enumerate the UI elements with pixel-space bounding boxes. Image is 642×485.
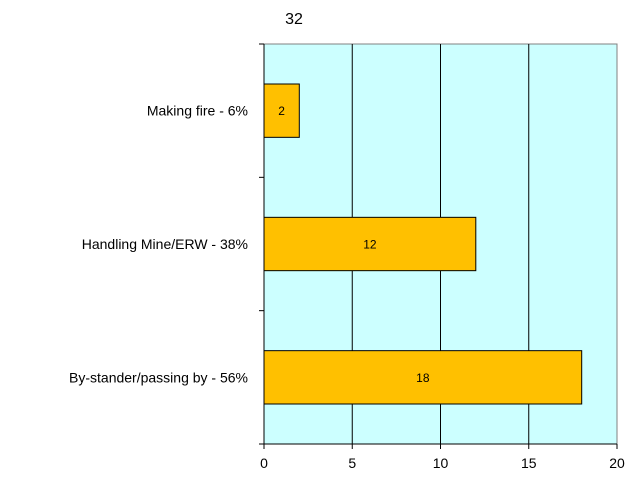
axes: 0 5 10 15 20 Making fire - 6% Handling Mine/ER… (69, 43, 625, 471)
bar (263, 216, 477, 272)
chart-title: 32 (285, 11, 303, 28)
category-label: Handling Mine/ERW - 38% (82, 236, 248, 252)
x-tick-label: 5 (348, 455, 356, 471)
bar-data-label: 18 (416, 371, 430, 385)
x-tick-label: 20 (609, 455, 625, 471)
x-tick-label: 15 (521, 455, 537, 471)
x-tick-label: 0 (260, 455, 268, 471)
bar (263, 83, 300, 138)
bar-data-label: 2 (278, 104, 285, 118)
bar-data-label: 12 (363, 238, 377, 252)
bar (263, 350, 583, 405)
bars: 2 12 18 (263, 83, 583, 405)
category-label: Making fire - 6% (147, 103, 248, 119)
category-label: By-stander/passing by - 56% (69, 369, 248, 385)
x-tick-label: 10 (433, 455, 449, 471)
